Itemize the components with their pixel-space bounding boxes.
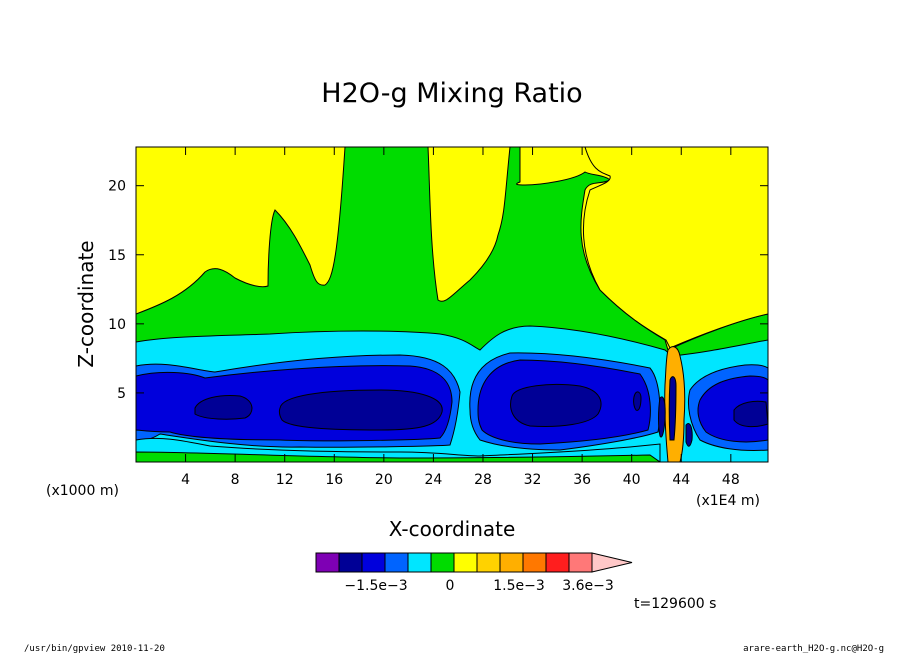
x-tick-label: 48 (722, 472, 740, 488)
x-tick-label: 20 (375, 472, 393, 488)
colorbar (315, 552, 633, 573)
y-tick-label: 15 (108, 248, 126, 264)
x-unit-label: (x1000 m) (46, 483, 119, 499)
y-tick-label: 10 (108, 317, 126, 333)
y-tick-label: 5 (117, 386, 126, 402)
chart-title: H2O-g Mixing Ratio (321, 78, 582, 109)
x-tick-label: 16 (325, 472, 343, 488)
contour-fill-lower-green (136, 451, 661, 462)
colorbar-swatch (407, 552, 432, 573)
colorbar-swatch (430, 552, 455, 573)
time-label: t=129600 s (634, 596, 716, 612)
contour-fill-convective-dark (658, 376, 693, 447)
x-scale-note: (x1E4 m) (696, 493, 760, 509)
plot-frame (135, 146, 769, 463)
contour-fill-yellow-pocket (583, 147, 768, 349)
colorbar-swatch (384, 552, 409, 573)
x-tick-label: 4 (181, 472, 190, 488)
x-tick-label: 44 (672, 472, 690, 488)
x-tick-label: 32 (524, 472, 542, 488)
colorbar-label: 1.5e−3 (493, 578, 545, 594)
colorbar-swatch (315, 552, 340, 573)
footer-right: arare-earth_H2O-g.nc@H2O-g (743, 644, 884, 654)
colorbar-label: 3.6e−3 (562, 578, 614, 594)
x-tick-label: 40 (623, 472, 641, 488)
x-tick-label: 12 (276, 472, 294, 488)
colorbar-swatch (476, 552, 501, 573)
y-axis-ticks: 5 10 15 20 (108, 179, 768, 402)
plot-area (136, 147, 768, 462)
colorbar-labels: −1.5e−3 0 1.5e−3 3.6e−3 (344, 578, 613, 594)
contour-fill-dark-core (194, 383, 768, 431)
y-tick-label: 20 (108, 179, 126, 195)
colorbar-swatch (545, 552, 570, 573)
colorbar-swatch (453, 552, 478, 573)
x-tick-label: 28 (474, 472, 492, 488)
x-tick-label: 8 (231, 472, 240, 488)
colorbar-swatch (499, 552, 524, 573)
y-axis-label: Z-coordinate (74, 240, 98, 367)
colorbar-extend-arrow (591, 552, 633, 573)
colorbar-swatch (361, 552, 386, 573)
x-axis-label: X-coordinate (389, 517, 516, 541)
colorbar-label: 0 (446, 578, 455, 594)
footer-left: /usr/bin/gpview 2010-11-20 (24, 644, 165, 654)
x-axis-ticks: 4 8 12 16 20 24 28 32 36 40 44 48 (181, 147, 740, 488)
colorbar-swatch (522, 552, 547, 573)
x-tick-label: 24 (424, 472, 442, 488)
x-tick-label: 36 (573, 472, 591, 488)
colorbar-label: −1.5e−3 (344, 578, 407, 594)
colorbar-swatch (568, 552, 593, 573)
colorbar-swatch (338, 552, 363, 573)
